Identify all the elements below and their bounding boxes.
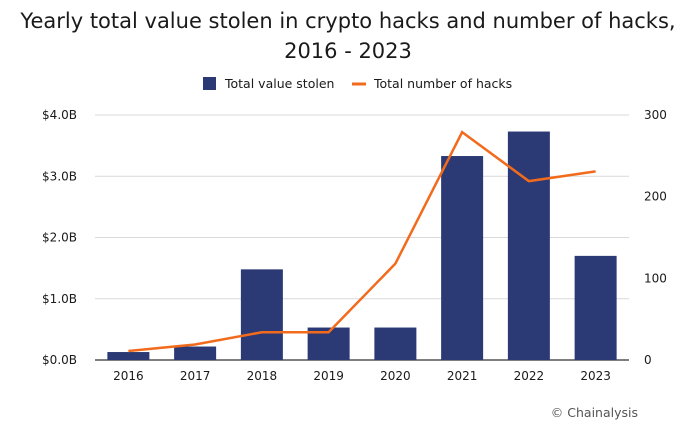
- x-tick-label: 2023: [580, 369, 611, 383]
- x-tick-label: 2019: [313, 369, 344, 383]
- y-left-tick-label: $2.0B: [42, 231, 77, 245]
- y-right-tick-label: 0: [644, 353, 652, 367]
- chart-title-line-2: 2016 - 2023: [284, 39, 412, 63]
- x-tick-label: 2017: [180, 369, 211, 383]
- y-left-tick-label: $0.0B: [42, 353, 77, 367]
- y-right-tick-label: 200: [644, 190, 667, 204]
- chart-title-line-1: Yearly total value stolen in crypto hack…: [20, 9, 676, 33]
- bar: [174, 346, 217, 360]
- y-left-tick-label: $1.0B: [42, 292, 77, 306]
- bar: [374, 327, 417, 360]
- bar: [574, 255, 617, 360]
- bar: [441, 156, 484, 360]
- bar: [107, 352, 150, 360]
- x-tick-label: 2020: [380, 369, 411, 383]
- x-tick-label: 2021: [447, 369, 478, 383]
- y-left-tick-label: $4.0B: [42, 108, 77, 122]
- legend-label-line: Total number of hacks: [373, 76, 512, 91]
- x-tick-label: 2018: [247, 369, 278, 383]
- y-right-tick-label: 300: [644, 108, 667, 122]
- source-credit: © Chainalysis: [550, 405, 638, 420]
- bar: [240, 269, 283, 360]
- x-tick-label: 2022: [514, 369, 545, 383]
- bar: [507, 131, 550, 360]
- legend-label-bars: Total value stolen: [224, 76, 334, 91]
- line-series-hacks: [128, 130, 596, 353]
- legend-swatch-bars: [203, 77, 216, 90]
- y-right-tick-label: 100: [644, 271, 667, 285]
- chart-title: Yearly total value stolen in crypto hack…: [0, 6, 696, 66]
- y-left-tick-label: $3.0B: [42, 169, 77, 183]
- x-tick-label: 2016: [113, 369, 144, 383]
